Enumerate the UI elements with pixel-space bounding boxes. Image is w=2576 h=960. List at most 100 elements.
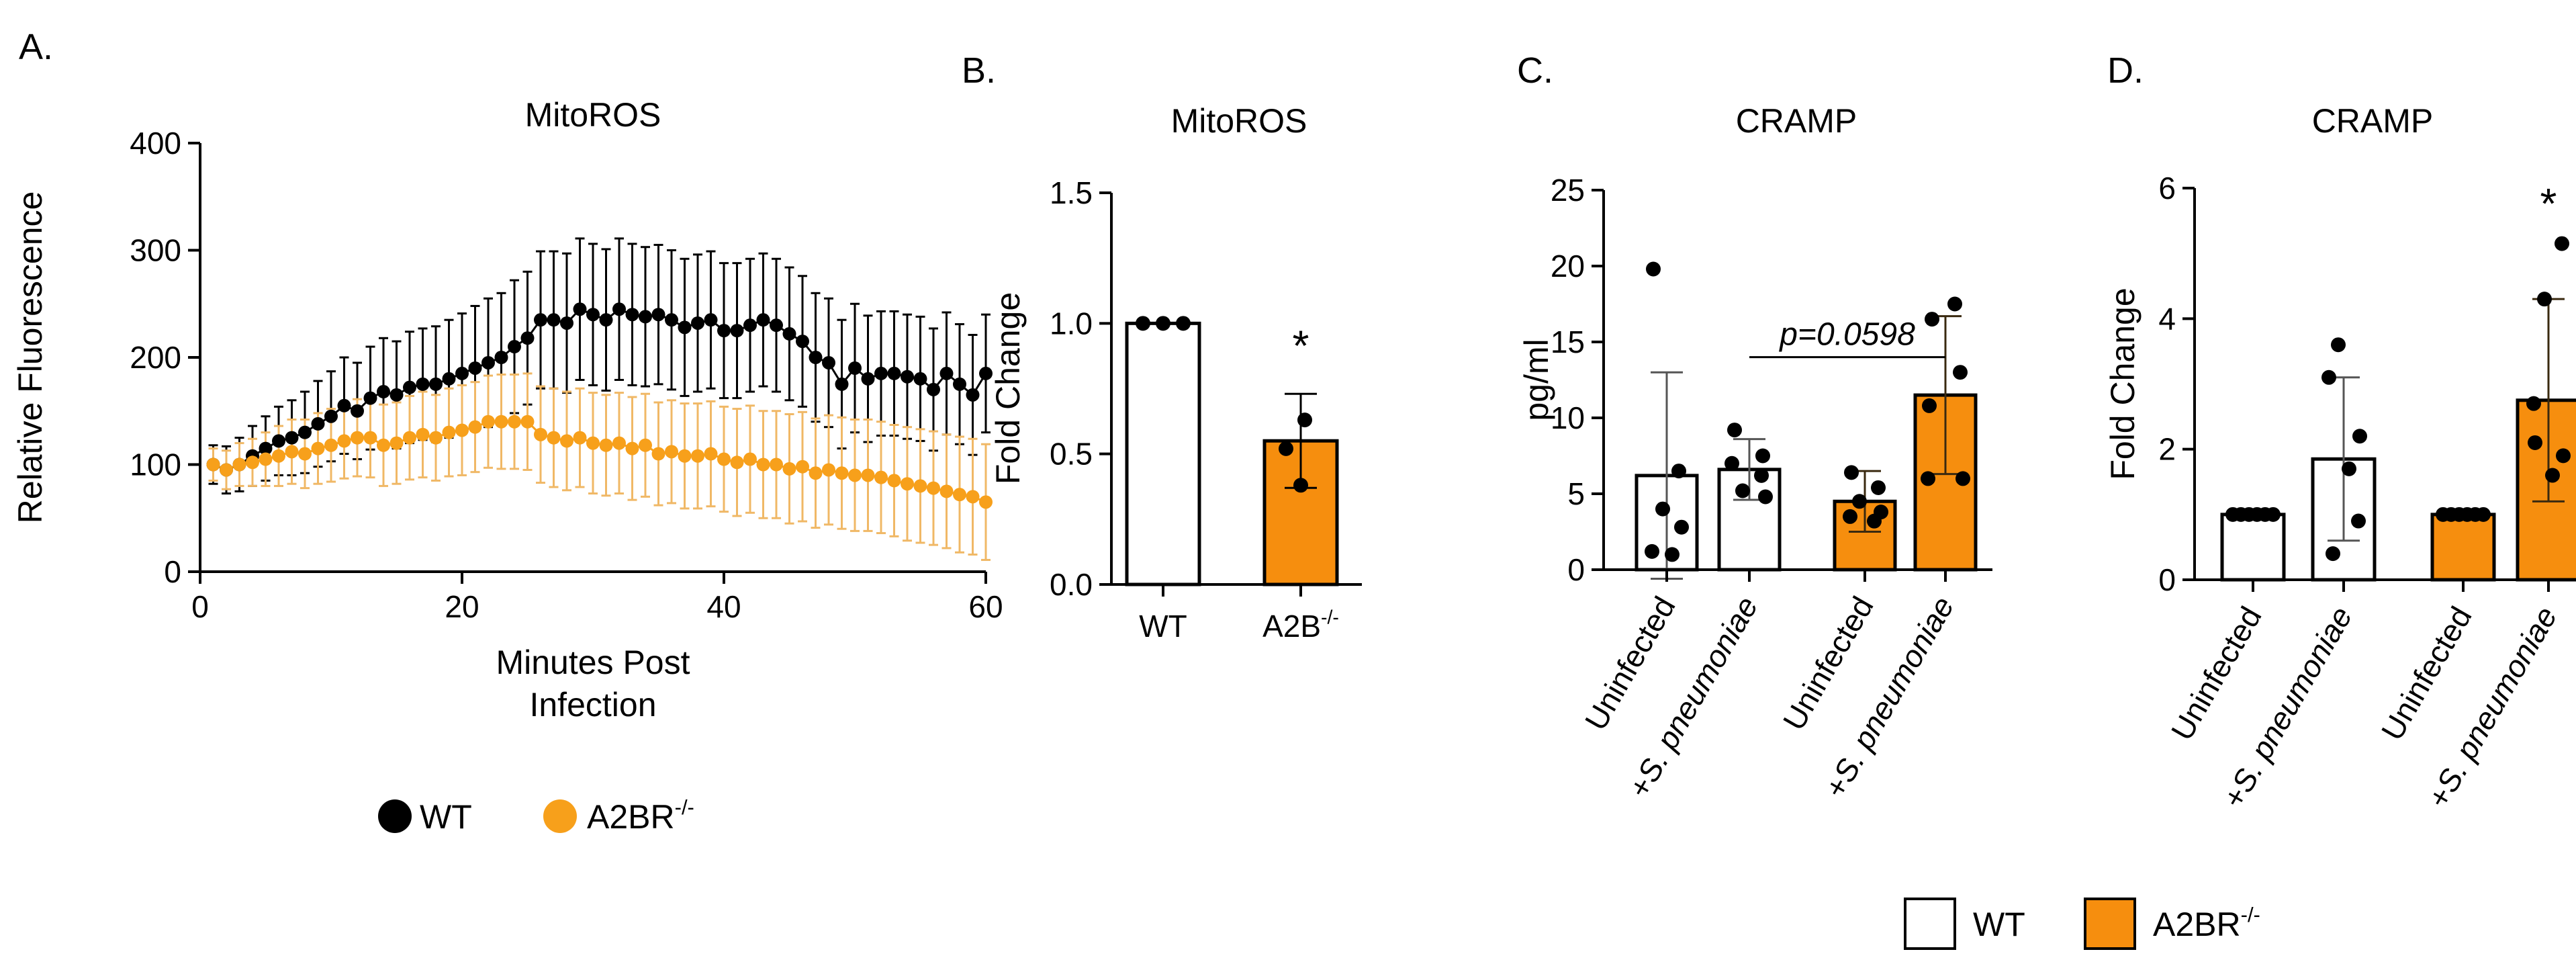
panel-a-wt-point	[782, 326, 796, 341]
panel-a-wt-point	[678, 320, 692, 335]
panel-c-y-tick-label: 20	[1551, 249, 1585, 283]
panel-d-bar	[2516, 398, 2576, 582]
panel-a-ko-point	[337, 434, 351, 448]
panel-a-ko-point	[782, 462, 796, 476]
panel-a-ko-point	[743, 452, 757, 466]
panel-c-point	[1655, 501, 1670, 517]
panel-a-ko-point	[639, 438, 652, 452]
panel-a-ko-point	[324, 438, 338, 452]
panel-c-point	[1867, 513, 1882, 529]
panel-d-point	[2326, 546, 2340, 562]
panel-a-wt-point	[730, 324, 744, 338]
panel-a-ko-point	[835, 466, 849, 480]
panel-c-point	[1922, 398, 1937, 413]
panel-a-wt-point	[468, 361, 482, 375]
panel-a-x-label-line2: Infection	[529, 686, 656, 724]
panel-a-legend-marker-wt	[378, 799, 412, 833]
panel-a-ko-point	[939, 484, 954, 498]
panel-a-y-tick-label: 0	[164, 554, 181, 589]
panel-b-point	[1136, 316, 1150, 331]
shared-legend-swatch-wt	[1904, 898, 1956, 950]
panel-a-ko-point	[717, 452, 731, 466]
panel-a-ko-point	[351, 431, 364, 445]
panel-a-wt-point	[796, 335, 809, 349]
panel-c-point	[1671, 464, 1686, 479]
panel-a-wt-point	[586, 308, 600, 322]
panel-a-wt-point	[520, 331, 535, 345]
panel-a-wt-point	[337, 398, 351, 412]
panel-c-point	[1947, 296, 1962, 312]
panel-d-point	[2528, 435, 2542, 450]
panel-a-wt-point	[429, 377, 443, 391]
panel-a-wt-point	[560, 316, 573, 330]
shared-legend-label-wt: WT	[1973, 906, 2025, 943]
panel-b-label: B.	[962, 50, 996, 91]
shared-legend-label-wt-base: WT	[1973, 906, 2025, 943]
shared-legend-label-ko-base: A2BR	[2153, 906, 2241, 943]
panel-a-wt-point	[508, 340, 521, 354]
panel-a-legend-marker-ko	[543, 799, 577, 833]
panel-c-point	[1646, 261, 1661, 277]
panel-d-point	[2266, 507, 2281, 522]
panel-a-ko-point	[887, 474, 901, 488]
panel-a-ko-point	[311, 441, 325, 455]
panel-d-point	[2537, 292, 2552, 307]
panel-a-wt-point	[481, 355, 495, 369]
panel-a-ko-point	[520, 414, 535, 429]
panel-a-x-tick-label: 0	[191, 589, 209, 624]
panel-b-point	[1176, 316, 1191, 331]
panel-d-title: CRAMP	[2312, 102, 2434, 140]
panel-a-ko-point	[809, 466, 823, 480]
panel-a-ko-point	[429, 431, 443, 445]
panel-a-wt-point	[651, 308, 665, 322]
panel-a-wt-point	[534, 313, 547, 327]
panel-b-bar-wt	[1125, 321, 1201, 586]
shared-legend-swatch-ko	[2084, 898, 2136, 950]
panel-c-point	[1755, 448, 1770, 464]
panel-a-wt-point	[573, 302, 587, 316]
panel-a-x-tick-label: 40	[706, 589, 741, 624]
panel-a-wt-point	[704, 313, 718, 327]
panel-a-wt-point	[953, 377, 966, 391]
panel-a-ko-point	[298, 447, 312, 461]
panel-a-legend-label-ko: A2BR-/-	[587, 795, 694, 836]
panel-c-point	[1921, 471, 1935, 486]
panel-a-ko-point	[416, 427, 430, 441]
panel-b-x-tick-label-1: A2B-/-	[1262, 607, 1339, 644]
panel-a-ko-point	[246, 455, 259, 470]
panel-a-wt-point	[861, 372, 875, 386]
panel-a-ko-point	[704, 447, 718, 461]
panel-c-point	[1956, 471, 1970, 486]
shared-legend-label-ko: A2BR-/-	[2153, 903, 2260, 943]
panel-c-point	[1665, 547, 1680, 562]
panel-c-point	[1724, 455, 1739, 471]
panel-a-ko-point	[285, 445, 299, 459]
panel-b-x-tick-label-0-base: WT	[1139, 609, 1187, 644]
panel-a-x-label-line1: Minutes Post	[496, 644, 690, 681]
panel-c-point	[1645, 543, 1659, 559]
panel-d-y-tick-label: 0	[2158, 562, 2176, 597]
panel-a-ko-point	[573, 431, 587, 445]
panel-a-wt-point	[416, 377, 430, 391]
panel-d-point	[2352, 429, 2367, 444]
panel-a-ko-point	[901, 477, 914, 491]
panel-a-wt-point	[822, 355, 835, 369]
panel-a-legend-label-wt-base: WT	[420, 798, 472, 836]
panel-c-point	[1758, 489, 1773, 505]
panel-a-wt-point	[377, 385, 390, 399]
panel-a-wt-point	[939, 366, 954, 380]
panel-a-wt-point	[625, 308, 639, 322]
panel-c-p-value: p=0.0598	[1778, 317, 1915, 353]
panel-a-wt-point	[599, 313, 613, 327]
panel-a-ko-point	[220, 463, 233, 477]
panel-a-wt-point	[259, 441, 273, 455]
panel-d-significance: *	[2540, 179, 2557, 228]
panel-a-ko-point	[442, 425, 456, 439]
panel-a-y-tick-label: 200	[130, 340, 181, 375]
panel-a-ko-point	[403, 431, 416, 445]
panel-c-point	[1953, 365, 1968, 380]
panel-d-x-tick-label-plain: Uninfected	[2164, 601, 2268, 746]
panel-a-ko-point	[665, 445, 678, 459]
panel-c-point	[1727, 423, 1742, 438]
